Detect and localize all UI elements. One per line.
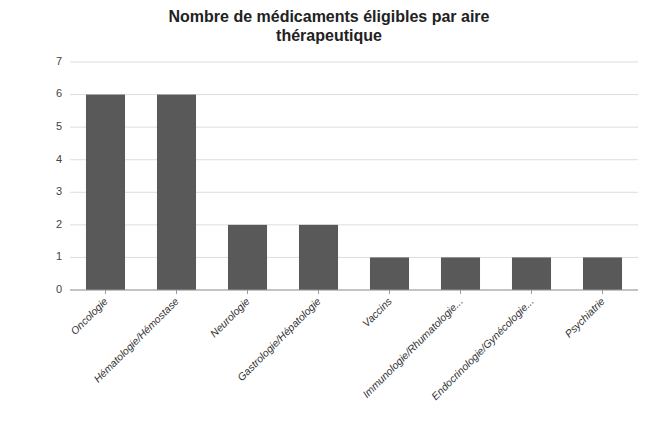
- bar: [86, 95, 125, 290]
- grid-line: [70, 224, 638, 225]
- x-tick-label: Endocrinologie/Gynécologie...: [429, 295, 536, 402]
- grid-line: [70, 62, 638, 63]
- y-tick-label: 1: [56, 250, 62, 262]
- title-line: Nombre de médicaments éligibles par aire: [168, 8, 489, 25]
- grid-line: [70, 127, 638, 128]
- x-tick: [389, 290, 390, 294]
- x-tick: [318, 290, 319, 294]
- bar: [299, 225, 338, 290]
- y-tick-label: 0: [56, 283, 62, 295]
- chart-container: Nombre de médicaments éligibles par aire…: [0, 0, 658, 422]
- y-tick-label: 3: [56, 185, 62, 197]
- bar: [512, 257, 551, 290]
- chart-svg: Nombre de médicaments éligibles par aire…: [0, 0, 658, 422]
- x-tick: [105, 290, 106, 294]
- x-tick: [176, 290, 177, 294]
- y-tick-label: 6: [56, 87, 62, 99]
- x-tick: [247, 290, 248, 294]
- x-tick: [602, 290, 603, 294]
- grid-line: [70, 192, 638, 193]
- x-tick-label: Psychiatrie: [562, 295, 607, 340]
- x-tick-label: Neurologie: [208, 295, 253, 340]
- bars: [86, 95, 622, 290]
- bar: [228, 225, 267, 290]
- grid-line: [70, 159, 638, 160]
- x-tick-label: Oncologie: [68, 295, 110, 337]
- x-tick: [460, 290, 461, 294]
- bar: [157, 95, 196, 290]
- y-tick-label: 2: [56, 218, 62, 230]
- bar: [370, 257, 409, 290]
- x-tick-label: Vaccins: [360, 294, 395, 329]
- grid: [70, 62, 638, 290]
- bar: [441, 257, 480, 290]
- y-tick-label: 5: [56, 120, 62, 132]
- x-tick: [531, 290, 532, 294]
- x-tick-label: Gastrologie/Hépatologie: [235, 295, 323, 383]
- grid-line: [70, 290, 638, 291]
- grid-line: [70, 257, 638, 258]
- bar: [583, 257, 622, 290]
- x-tick-label: Hématologie/Hémostase: [91, 295, 181, 385]
- x-axis-line: [70, 290, 638, 291]
- y-tick-label: 7: [56, 55, 62, 67]
- y-tick-label: 4: [56, 153, 62, 165]
- grid-line: [70, 94, 638, 95]
- chart-title: Nombre de médicaments éligibles par aire…: [168, 8, 489, 44]
- title-line: thérapeutique: [276, 27, 382, 44]
